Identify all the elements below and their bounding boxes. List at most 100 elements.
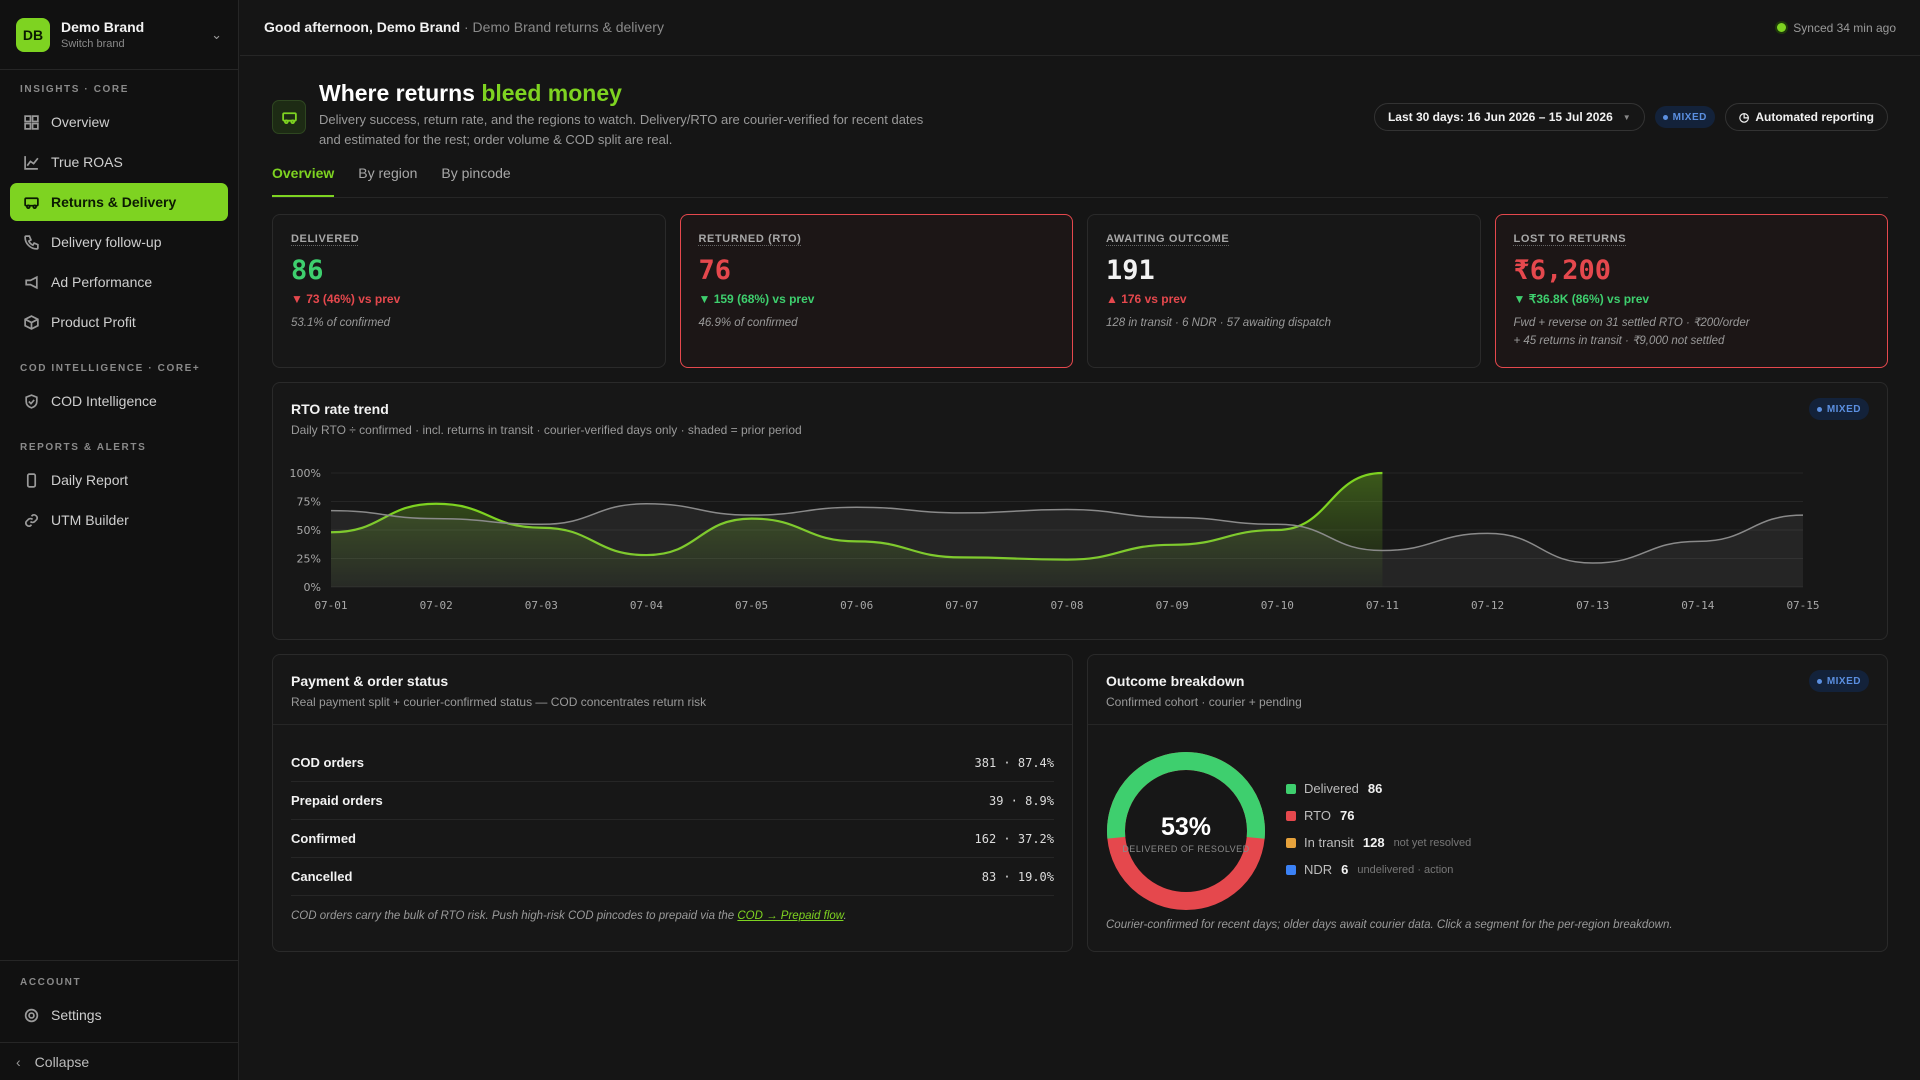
tab-by-pincode[interactable]: By pincode xyxy=(441,165,511,181)
greeting: Good afternoon, Demo Brand xyxy=(264,18,460,35)
top-bar: Good afternoon, Demo Brand · Demo Brand r… xyxy=(240,0,1920,56)
series-area xyxy=(331,503,1803,587)
gear-icon xyxy=(24,1008,39,1022)
sidebar-item-label: Returns & Delivery xyxy=(51,194,177,210)
date-range-select[interactable]: Last 30 days: 16 Jun 2026 – 15 Jul 2026 … xyxy=(1373,103,1645,131)
card-subtitle: Confirmed cohort · courier + pending xyxy=(1106,695,1302,709)
page-title: Where returns bleed money xyxy=(319,80,622,106)
nav-section-reports: REPORTS & ALERTS Daily Report UTM Builde… xyxy=(0,428,238,547)
kpi-delta: ▲ 176 vs prev xyxy=(1106,292,1187,306)
nav-section-insights: INSIGHTS · CORE Overview True ROAS Retur… xyxy=(0,70,238,349)
chevron-down-icon[interactable]: ⌄ xyxy=(211,26,222,42)
automated-reporting-button[interactable]: ◷ Automated reporting xyxy=(1724,103,1888,131)
sidebar-item-settings[interactable]: Settings xyxy=(10,996,229,1034)
tab-by-region[interactable]: By region xyxy=(358,165,418,181)
outcome-breakdown-card: Outcome breakdown Confirmed cohort · cou… xyxy=(1087,654,1888,952)
x-tick-label: 07-03 xyxy=(525,599,558,612)
outcome-donut-chart[interactable]: 53% DELIVERED OF RESOLVED xyxy=(1096,741,1276,921)
card-title: Payment & order status xyxy=(291,673,449,689)
sidebar: DB Demo Brand Switch brand ⌄ INSIGHTS · … xyxy=(0,0,239,1080)
sidebar-item-utm-builder[interactable]: UTM Builder xyxy=(10,501,228,539)
nav-section-title: REPORTS & ALERTS xyxy=(20,442,147,453)
kpi-label: LOST TO RETURNS xyxy=(1513,233,1627,245)
sidebar-item-label: True ROAS xyxy=(51,154,123,170)
cod-prepaid-flow-link[interactable]: COD → Prepaid flow xyxy=(737,910,844,922)
mixed-badge: MIXED xyxy=(1654,106,1715,128)
tab-overview[interactable]: Overview xyxy=(272,162,335,197)
y-tick-label: 0% xyxy=(304,581,321,594)
x-tick-label: 07-05 xyxy=(735,599,768,612)
sidebar-item-label: UTM Builder xyxy=(51,512,129,528)
x-tick-label: 07-06 xyxy=(840,599,873,612)
truck-icon xyxy=(272,100,306,134)
legend-item-delivered[interactable]: Delivered 86 xyxy=(1286,775,1471,802)
legend-item-rto[interactable]: RTO 76 xyxy=(1286,802,1471,829)
sidebar-item-cod-intelligence[interactable]: COD Intelligence xyxy=(10,382,228,420)
phone-icon xyxy=(24,234,39,250)
series-line xyxy=(330,471,1383,561)
series-line xyxy=(330,503,1804,564)
outcome-footnote: Courier-confirmed for recent days; older… xyxy=(1106,919,1673,931)
x-tick-label: 07-12 xyxy=(1471,599,1504,612)
table-row: COD orders 381 · 87.4% xyxy=(291,744,1054,782)
x-tick-label: 07-15 xyxy=(1786,599,1819,612)
collapse-sidebar-button[interactable]: ‹ Collapse xyxy=(0,1042,239,1080)
brand-switcher[interactable]: DB Demo Brand Switch brand ⌄ xyxy=(0,0,238,70)
kpi-card-lost-to-returns[interactable]: LOST TO RETURNS ₹6,200 ▼ ₹36.8K (86%) vs… xyxy=(1494,214,1888,368)
x-tick-label: 07-13 xyxy=(1576,599,1609,612)
sidebar-item-label: Delivery follow-up xyxy=(51,234,162,250)
sync-status-text: Synced 34 min ago xyxy=(1793,20,1896,35)
nav-section-title: COD INTELLIGENCE · CORE+ xyxy=(20,363,201,374)
sidebar-item-label: Daily Report xyxy=(51,472,129,488)
donut-center-value: 53% xyxy=(1161,813,1211,841)
bottom-row: Payment & order status Real payment spli… xyxy=(272,654,1888,952)
table-row: Prepaid orders 39 · 8.9% xyxy=(291,782,1054,820)
y-tick-label: 100% xyxy=(290,467,321,480)
rto-trend-chart[interactable]: 100% 75% 50% 25% 0% 07-01 07-02 07-03 07-04 07-05… xyxy=(273,461,1853,631)
x-tick-label: 07-01 xyxy=(314,599,347,612)
donut-segment-delivered xyxy=(1107,752,1265,910)
x-tick-label: 07-14 xyxy=(1681,599,1714,612)
brand-logo: DB xyxy=(16,17,50,52)
card-title: RTO rate trend xyxy=(291,401,389,417)
brand-switch-label: Switch brand xyxy=(61,38,125,50)
mixed-badge: MIXED xyxy=(1808,670,1869,692)
grid-icon xyxy=(24,114,39,130)
kpi-value: 76 xyxy=(698,255,732,286)
truck-icon xyxy=(24,196,39,209)
line-chart-icon xyxy=(24,155,39,170)
sidebar-item-overview[interactable]: Overview xyxy=(10,103,228,141)
sidebar-item-returns-delivery[interactable]: Returns & Delivery xyxy=(10,183,228,221)
mobile-icon xyxy=(26,472,37,488)
sidebar-item-daily-report[interactable]: Daily Report xyxy=(10,461,228,499)
mixed-badge: MIXED xyxy=(1808,398,1869,420)
page-description: Delivery success, return rate, and the r… xyxy=(319,112,924,147)
donut-center-label: DELIVERED OF RESOLVED xyxy=(1122,844,1249,854)
y-tick-label: 75% xyxy=(297,496,321,509)
legend-item-in-transit[interactable]: In transit 128 not yet resolved xyxy=(1286,829,1471,856)
x-tick-label: 07-07 xyxy=(945,599,978,612)
sidebar-item-ad-performance[interactable]: Ad Performance xyxy=(10,263,228,301)
page-header: Where returns bleed money Delivery succe… xyxy=(272,80,1888,148)
kpi-label: RETURNED (RTO) xyxy=(698,233,802,245)
table-row: Confirmed 162 · 37.2% xyxy=(291,820,1054,858)
sidebar-item-label: Settings xyxy=(51,1007,102,1023)
kpi-card-returned[interactable]: RETURNED (RTO) 76 ▼ 159 (68%) vs prev 46… xyxy=(679,214,1073,368)
legend-item-ndr[interactable]: NDR 6 undelivered · action xyxy=(1286,856,1471,883)
tab-bar: Overview By region By pincode xyxy=(272,162,1888,198)
link-icon xyxy=(25,513,38,527)
y-tick-label: 25% xyxy=(297,553,321,566)
kpi-card-delivered[interactable]: DELIVERED 86 ▼ 73 (46%) vs prev 53.1% of… xyxy=(272,214,666,368)
kpi-value: 191 xyxy=(1106,255,1155,286)
greeting-context: · Demo Brand returns & delivery xyxy=(464,18,664,35)
brand-name: Demo Brand xyxy=(61,19,145,35)
sidebar-item-label: Overview xyxy=(51,114,110,130)
megaphone-icon xyxy=(25,275,38,289)
sidebar-item-label: Ad Performance xyxy=(51,274,153,290)
kpi-card-awaiting[interactable]: AWAITING OUTCOME 191 ▲ 176 vs prev 128 i… xyxy=(1087,214,1481,368)
sidebar-item-true-roas[interactable]: True ROAS xyxy=(10,143,228,181)
series-area xyxy=(331,473,1383,587)
sidebar-item-product-profit[interactable]: Product Profit xyxy=(10,303,228,341)
kpi-delta: ▼ 159 (68%) vs prev xyxy=(698,292,815,306)
sidebar-item-delivery-follow-up[interactable]: Delivery follow-up xyxy=(10,223,228,261)
